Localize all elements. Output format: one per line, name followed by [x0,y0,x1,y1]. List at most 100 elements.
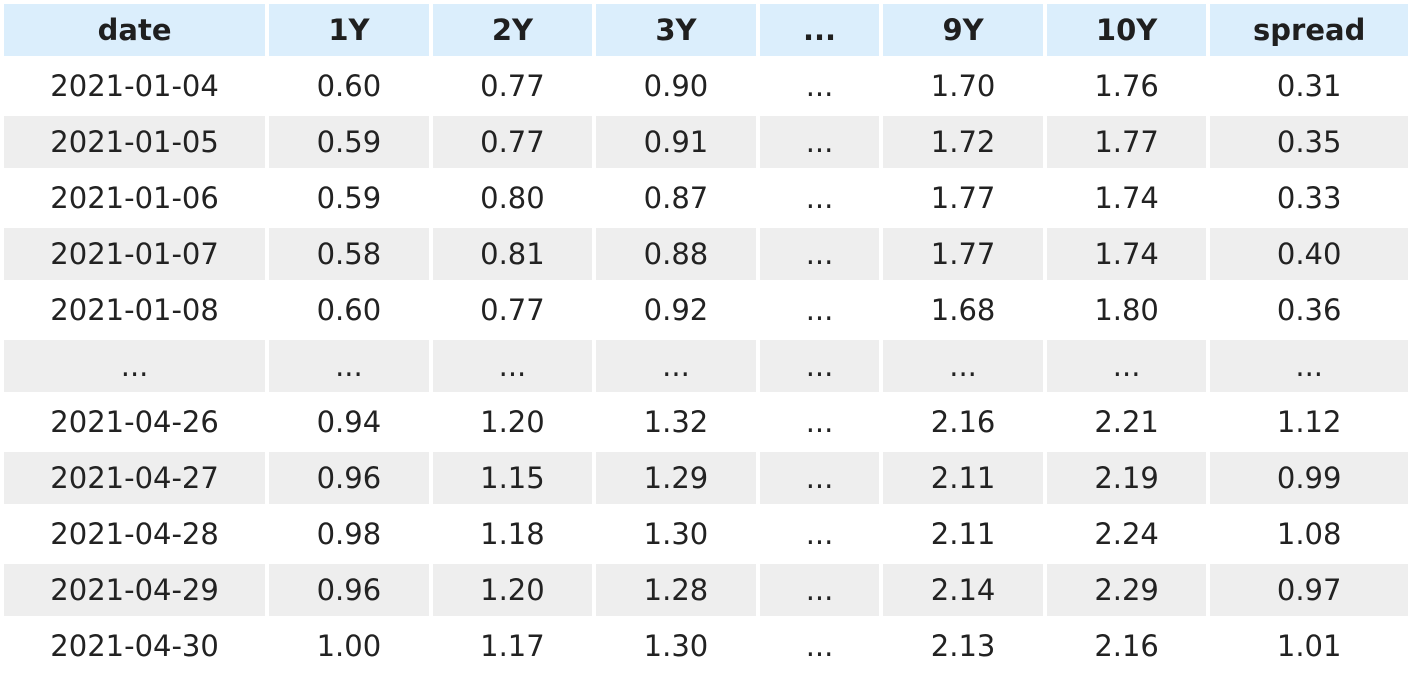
cell-3y: ... [596,340,756,392]
cell-2y: 0.81 [432,228,593,280]
cell-3y: 0.87 [643,181,709,215]
cell-spread: 0.33 [1276,181,1342,215]
cell-ellipsis: ... [759,452,880,504]
cell-ellipsis: ... [805,293,834,327]
cell-10y: 2.29 [1046,564,1207,616]
cell-2y: 0.80 [480,181,545,215]
cell-2y: 0.77 [480,69,545,103]
cell-2y: 1.20 [480,405,545,439]
cell-date: 2021-04-29 [4,564,266,616]
cell-9y: 1.70 [930,69,996,103]
cell-10y: 1.74 [1094,181,1159,215]
cell-10y: 2.24 [1094,517,1159,551]
cell-1y: 0.60 [316,69,382,103]
cell-date: 2021-04-28 [50,517,219,551]
cell-1y: 0.59 [316,181,382,215]
cell-3y: 0.92 [643,293,709,327]
cell-spread: 0.36 [1276,293,1342,327]
cell-9y: 1.77 [930,181,996,215]
cell-9y: 2.14 [883,564,1043,616]
column-header-1y: 1Y [269,4,429,56]
cell-9y: 1.68 [930,293,996,327]
table-row: 2021-01-07 0.58 0.81 0.88... 1.77 1.74 0.40 [4,228,1408,280]
header-row: date 1Y 2Y 3Y ... 9Y 10Y spread [4,4,1408,56]
cell-ellipsis: ... [759,228,880,280]
cell-2y: 0.77 [480,293,545,327]
cell-3y: 0.91 [596,116,756,168]
cell-9y: 2.11 [883,452,1043,504]
cell-spread: 0.35 [1210,116,1408,168]
cell-spread: 1.12 [1276,405,1342,439]
column-header-spread: spread [1210,4,1408,56]
column-header-9y: 9Y [883,4,1043,56]
cell-spread: ... [1210,340,1408,392]
cell-2y: 1.20 [432,564,593,616]
cell-spread: 1.08 [1276,517,1342,551]
column-header-ellipsis: ... [759,4,880,56]
cell-9y: ... [883,340,1043,392]
cell-1y: 0.94 [316,405,382,439]
cell-3y: 1.28 [596,564,756,616]
cell-ellipsis: ... [805,629,834,663]
cell-date: 2021-01-06 [50,181,219,215]
cell-ellipsis: ... [805,69,834,103]
cell-2y: 1.15 [432,452,593,504]
cell-10y: 2.16 [1094,629,1159,663]
cell-10y: 2.21 [1094,405,1159,439]
cell-spread: 0.31 [1276,69,1342,103]
table-row: 2021-04-29 0.96 1.20 1.28... 2.14 2.29 0.97 [4,564,1408,616]
cell-spread: 0.97 [1210,564,1408,616]
cell-ellipsis: ... [805,405,834,439]
cell-2y: ... [432,340,593,392]
cell-ellipsis: ... [805,517,834,551]
cell-spread: 0.40 [1210,228,1408,280]
table-row: ........................ [4,340,1408,392]
cell-9y: 1.77 [883,228,1043,280]
column-header-10y: 10Y [1046,4,1207,56]
cell-spread: 0.99 [1210,452,1408,504]
cell-date: ... [4,340,266,392]
cell-2y: 0.77 [432,116,593,168]
cell-date: 2021-01-05 [4,116,266,168]
cell-3y: 1.30 [643,517,709,551]
table-row: 2021-01-04 0.60 0.77 0.90... 1.70 1.76 0.31 [4,60,1408,112]
cell-1y: 0.96 [269,564,429,616]
cell-3y: 1.29 [596,452,756,504]
cell-3y: 1.32 [643,405,709,439]
cell-9y: 1.72 [883,116,1043,168]
cell-1y: 0.96 [269,452,429,504]
table-row: 2021-04-27 0.96 1.15 1.29... 2.11 2.19 0.99 [4,452,1408,504]
cell-ellipsis: ... [759,564,880,616]
cell-3y: 0.88 [596,228,756,280]
cell-10y: 1.80 [1094,293,1159,327]
cell-1y: 0.98 [316,517,382,551]
cell-2y: 1.17 [480,629,545,663]
cell-ellipsis: ... [805,181,834,215]
table-row: 2021-01-08 0.60 0.77 0.92... 1.68 1.80 0.36 [4,284,1408,336]
cell-10y: 1.76 [1094,69,1159,103]
cell-10y: 1.77 [1046,116,1207,168]
cell-10y: ... [1046,340,1207,392]
cell-9y: 2.13 [930,629,996,663]
table-row: 2021-04-28 0.98 1.18 1.30... 2.11 2.24 1.08 [4,508,1408,560]
cell-date: 2021-04-30 [50,629,219,663]
table-row: 2021-04-30 1.00 1.17 1.30... 2.13 2.16 1.01 [4,620,1408,672]
cell-3y: 0.90 [643,69,709,103]
cell-1y: 0.60 [316,293,382,327]
column-header-3y: 3Y [596,4,756,56]
table-body: 2021-01-04 0.60 0.77 0.90... 1.70 1.76 0.31 202… [4,60,1408,672]
cell-date: 2021-01-04 [50,69,219,103]
cell-10y: 2.19 [1046,452,1207,504]
cell-1y: 0.59 [269,116,429,168]
cell-1y: ... [269,340,429,392]
column-header-2y: 2Y [432,4,593,56]
cell-date: 2021-01-08 [50,293,219,327]
cell-10y: 1.74 [1046,228,1207,280]
cell-1y: 1.00 [316,629,382,663]
cell-2y: 1.18 [480,517,545,551]
table-row: 2021-01-06 0.59 0.80 0.87... 1.77 1.74 0.33 [4,172,1408,224]
cell-3y: 1.30 [643,629,709,663]
cell-date: 2021-04-27 [4,452,266,504]
